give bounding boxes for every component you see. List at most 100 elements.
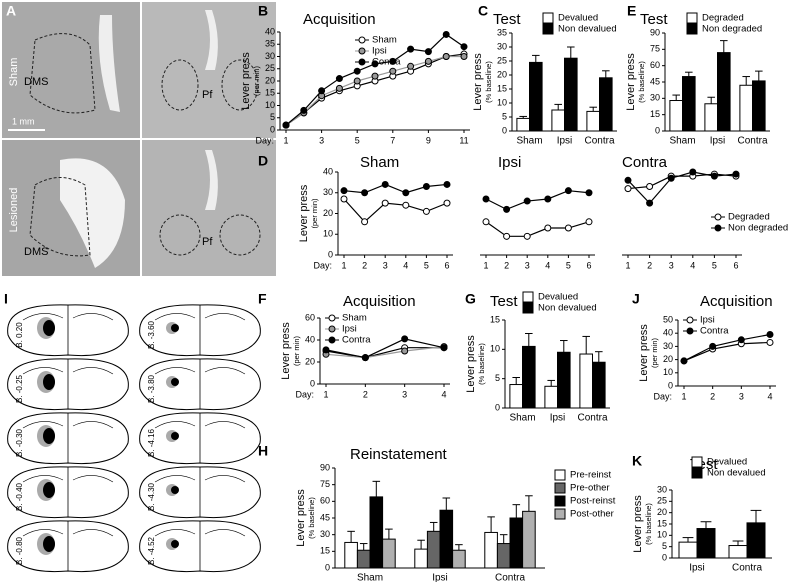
x-tick-label: 9 (426, 135, 431, 145)
ventricle (98, 15, 120, 112)
bar (564, 57, 578, 132)
data-point (585, 189, 593, 197)
y-tick-label: 35 (265, 39, 275, 49)
data-point (443, 180, 451, 188)
x-tick-label: 5 (566, 260, 571, 270)
data-point (624, 176, 632, 184)
panel-label: E (627, 3, 636, 19)
y-axis-unit: (% baseline) (307, 497, 316, 539)
data-point (564, 224, 572, 232)
section-label: B. -3.60 (147, 320, 156, 349)
panel-label: I (4, 291, 8, 307)
bar (728, 545, 748, 559)
legend-swatch (686, 23, 698, 35)
legend-label: Post-reinst (570, 496, 616, 507)
x-axis-label: Day: (313, 260, 332, 270)
bar (579, 353, 594, 409)
x-tick-label: 4 (403, 260, 408, 270)
data-point (503, 232, 511, 240)
y-axis-label: Lever press (465, 335, 477, 393)
y-axis-label: Lever press (632, 495, 644, 553)
y-axis-unit: (per min) (252, 66, 261, 97)
data-point (407, 45, 415, 53)
y-tick-label: 20 (657, 507, 667, 517)
data-point (523, 197, 531, 205)
legend-label: Degraded (728, 212, 770, 223)
y-tick-label: 0 (310, 378, 315, 388)
section-detail (22, 367, 114, 375)
row-label: Sham (8, 58, 20, 87)
bar (704, 103, 719, 132)
x-tick-label: 5 (424, 260, 429, 270)
region-label: DMS (24, 76, 48, 88)
panel-a: A Sham Lesioned DMS Pf DMS Pf 1 mm (2, 2, 276, 276)
data-point (667, 174, 675, 182)
bar (484, 531, 498, 569)
section-detail (154, 313, 246, 321)
y-tick-label: 10 (497, 97, 507, 107)
y-axis-unit: (per min) (650, 338, 659, 369)
lesion-min (43, 482, 55, 498)
series-line (325, 338, 445, 359)
y-tick-label: 15 (320, 546, 330, 556)
legend-label: Pre-reinst (570, 470, 612, 481)
y-tick-label: 20 (663, 354, 673, 364)
data-point (401, 347, 409, 355)
legend-marker (358, 47, 366, 55)
legend-swatch (554, 469, 566, 481)
y-tick-label: 40 (265, 26, 275, 36)
data-point (544, 224, 552, 232)
y-axis-unit: (% baseline) (484, 61, 493, 103)
chart-title: Contra (622, 154, 668, 171)
x-tick-label: 1 (323, 389, 328, 399)
series-line (683, 333, 771, 362)
data-point (389, 57, 397, 65)
y-tick-label: 5 (270, 112, 275, 122)
region-label: Pf (202, 89, 213, 101)
legend-marker (714, 224, 722, 232)
x-tick-label: 2 (647, 260, 652, 270)
chart: G Test Lever press (% baseline) 0 5 10 15 Sham Ip… (465, 291, 610, 424)
pf-outline (219, 214, 261, 256)
y-tick-label: 15 (657, 518, 667, 528)
bar (356, 549, 371, 569)
data-point (503, 205, 511, 213)
data-point (389, 67, 397, 75)
legend-marker (358, 58, 366, 66)
chart: C Test Lever press (% baseline) 0 5 10 15 20 25 30… (472, 3, 617, 147)
y-tick-label: 20 (497, 69, 507, 79)
lesion-min (171, 486, 179, 494)
data-point (624, 185, 632, 193)
x-tick-label: 3 (402, 389, 407, 399)
bar (599, 77, 613, 132)
legend-label: Non degraded (702, 24, 762, 35)
series-line (343, 183, 448, 194)
legend-swatch (522, 291, 534, 303)
x-tick-label: Ipsi (557, 136, 573, 147)
pf-outline (221, 59, 259, 111)
x-tick-label: 1 (681, 391, 686, 401)
pf-outline (159, 214, 201, 256)
y-tick-label: 0 (502, 125, 507, 135)
bar (752, 80, 766, 132)
legend-swatch (554, 508, 566, 520)
data-point (440, 344, 448, 352)
y-tick-label: 20 (323, 208, 333, 218)
x-tick-label: 5 (355, 135, 360, 145)
legend-label: Sham (342, 313, 367, 324)
x-tick-label: 2 (710, 391, 715, 401)
data-point (371, 60, 379, 68)
series-line (325, 346, 445, 359)
x-tick-label: 4 (545, 260, 550, 270)
section-detail (154, 421, 246, 429)
data-point (523, 232, 531, 240)
data-point (335, 84, 343, 92)
data-point (401, 335, 409, 343)
legend-label: Devalued (538, 292, 578, 303)
legend-label: Non devalued (707, 468, 766, 479)
data-point (710, 172, 718, 180)
data-point (424, 57, 432, 65)
bar (551, 109, 566, 132)
row-label: Lesioned (8, 188, 20, 233)
